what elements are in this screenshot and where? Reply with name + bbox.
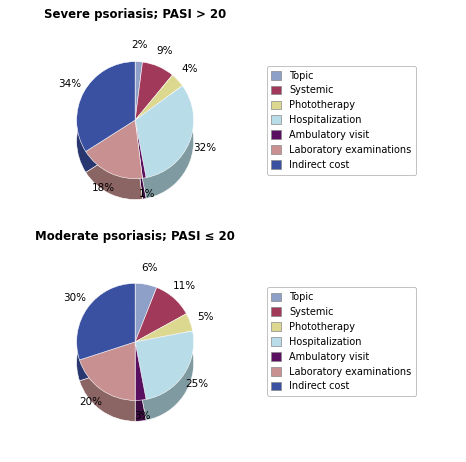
Wedge shape bbox=[135, 314, 192, 342]
Wedge shape bbox=[80, 363, 135, 421]
Text: 34%: 34% bbox=[58, 79, 81, 89]
Title: Moderate psoriasis; PASI ≤ 20: Moderate psoriasis; PASI ≤ 20 bbox=[35, 230, 235, 243]
Text: 18%: 18% bbox=[92, 183, 115, 193]
Wedge shape bbox=[80, 342, 135, 401]
Text: 5%: 5% bbox=[198, 311, 214, 322]
Wedge shape bbox=[135, 120, 146, 178]
Wedge shape bbox=[135, 83, 143, 141]
Text: 20%: 20% bbox=[80, 397, 103, 407]
Text: 32%: 32% bbox=[193, 143, 216, 153]
Wedge shape bbox=[76, 283, 135, 360]
Wedge shape bbox=[76, 83, 135, 172]
Title: Severe psoriasis; PASI > 20: Severe psoriasis; PASI > 20 bbox=[44, 8, 226, 21]
Wedge shape bbox=[135, 62, 172, 120]
Text: 11%: 11% bbox=[173, 281, 196, 291]
Wedge shape bbox=[76, 304, 135, 381]
Wedge shape bbox=[135, 334, 192, 363]
Wedge shape bbox=[76, 61, 135, 152]
Wedge shape bbox=[135, 96, 183, 141]
Text: 25%: 25% bbox=[185, 379, 209, 389]
Wedge shape bbox=[135, 107, 194, 199]
Wedge shape bbox=[135, 287, 186, 342]
Text: 2%: 2% bbox=[131, 40, 148, 50]
Wedge shape bbox=[135, 86, 194, 177]
Wedge shape bbox=[135, 61, 143, 120]
Wedge shape bbox=[135, 363, 146, 421]
Wedge shape bbox=[135, 308, 186, 363]
Legend: Topic, Systemic, Phototherapy, Hospitalization, Ambulatory visit, Laboratory exa: Topic, Systemic, Phototherapy, Hospitali… bbox=[267, 66, 416, 175]
Text: 30%: 30% bbox=[63, 293, 86, 303]
Wedge shape bbox=[135, 352, 194, 420]
Wedge shape bbox=[135, 342, 146, 401]
Wedge shape bbox=[86, 141, 143, 200]
Wedge shape bbox=[135, 141, 146, 199]
Text: 1%: 1% bbox=[138, 189, 155, 199]
Wedge shape bbox=[135, 331, 194, 399]
Wedge shape bbox=[135, 75, 183, 120]
Legend: Topic, Systemic, Phototherapy, Hospitalization, Ambulatory visit, Laboratory exa: Topic, Systemic, Phototherapy, Hospitali… bbox=[267, 287, 416, 396]
Wedge shape bbox=[86, 120, 143, 179]
Text: 3%: 3% bbox=[134, 412, 151, 421]
Text: 9%: 9% bbox=[157, 46, 173, 56]
Text: 6%: 6% bbox=[141, 263, 158, 274]
Wedge shape bbox=[135, 283, 157, 342]
Wedge shape bbox=[135, 304, 157, 363]
Wedge shape bbox=[135, 83, 172, 141]
Text: 4%: 4% bbox=[181, 64, 198, 74]
